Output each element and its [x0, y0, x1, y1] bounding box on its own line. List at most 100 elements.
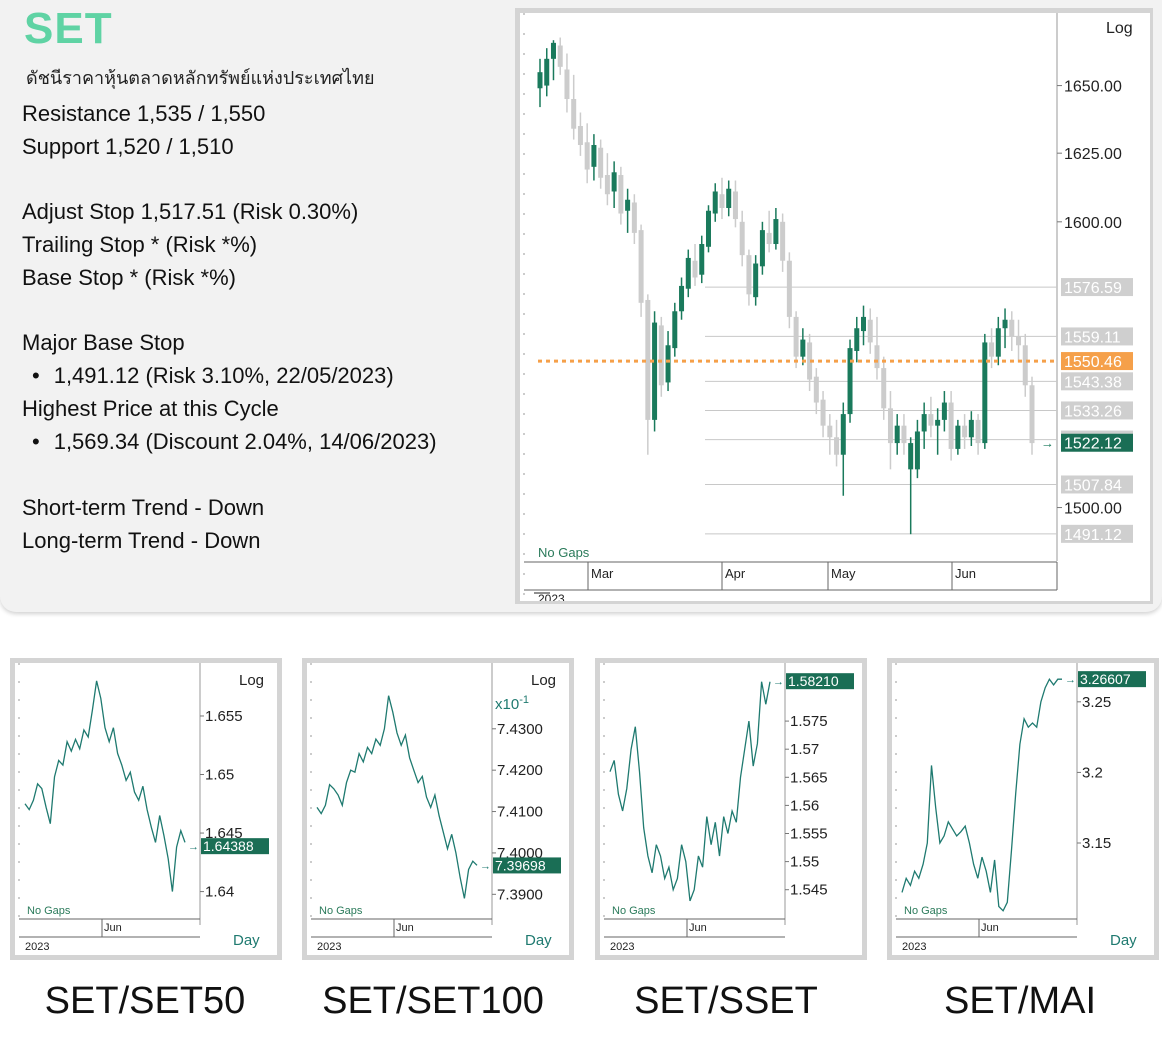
last-value-label: 1.58210: [788, 673, 839, 689]
label-set-mai: SET/MAI: [943, 980, 1097, 1022]
candle-body: [914, 431, 920, 470]
candle-body: [739, 221, 745, 256]
level-label-bg: [1061, 475, 1133, 494]
last-price-label: 1522.12: [1064, 436, 1122, 453]
y-tick-label: 1.645: [205, 825, 243, 842]
mini-chart-frame-sset: 1.575 1.57 1.565 1.56 1.555 1.55 1.545 → 1.58210…: [595, 658, 867, 960]
y-tick-label: 7.4300: [497, 721, 543, 738]
candle-body: [1016, 336, 1022, 346]
candle-body: [1022, 345, 1028, 386]
base-stop-text: Base Stop * (Risk *%): [22, 265, 236, 290]
last-value-arrow: →: [773, 676, 784, 688]
level-label: 1491.12: [1064, 527, 1122, 544]
set-mai-chart: 3.25 3.2 3.15 → 3.26607 No Gaps Jun 2023 Day: [892, 663, 1154, 955]
candle-body: [982, 342, 988, 444]
series-line: [316, 695, 478, 899]
period-label: Day: [233, 932, 260, 949]
y-tick-label: 7.4200: [497, 762, 543, 779]
candle-body: [699, 244, 705, 275]
set-mai-svg: 3.25 3.2 3.15 → 3.26607 No Gaps Jun 2023 Day: [895, 663, 1146, 953]
candle-body: [780, 221, 786, 261]
candle-body: [638, 230, 644, 303]
candle-body: [665, 345, 671, 383]
y-tick-label: 3.2: [1082, 764, 1103, 781]
level-label: 1559.11: [1064, 329, 1121, 346]
month-label: Jun: [955, 566, 976, 581]
set-candlestick-chart: Log 1650.00 1625.00 1600.00 1500.00 1576.59 15…: [520, 13, 1150, 601]
candle-body: [712, 191, 718, 214]
candle-body: [921, 414, 927, 432]
mini-chart-frame-set50: Log 1.655 1.65 1.645 1.64 → 1.64388 No Gaps Jun 2…: [10, 658, 282, 960]
candle-body: [773, 219, 779, 245]
candle-body: [861, 316, 867, 332]
last-value-arrow: →: [188, 841, 199, 853]
candle-body: [537, 72, 543, 89]
candle-body: [820, 399, 826, 426]
candle-body: [847, 348, 853, 415]
scale-label: Log: [1106, 20, 1133, 37]
y-tick-label: 3.15: [1082, 835, 1111, 852]
y-tick-label: 1.565: [790, 769, 828, 786]
y-tick-label: 1.555: [790, 826, 828, 843]
set-set50-chart: Log 1.655 1.65 1.645 1.64 → 1.64388 No Gaps Jun 2…: [15, 663, 277, 955]
candle-body: [955, 425, 961, 449]
mini-chart-frame-set100: Log x10-1 7.4300 7.4200 7.4100 7.4000 7.3900 → 7…: [302, 658, 574, 960]
candle-body: [840, 414, 846, 455]
last-value-arrow: →: [1065, 674, 1076, 686]
candle-body: [672, 311, 678, 349]
candle-body: [719, 194, 725, 209]
last-value-label: 3.26607: [1080, 671, 1131, 687]
no-gaps-label: No Gaps: [538, 545, 590, 560]
candle-body: [948, 402, 954, 449]
level-label: 1507.84: [1064, 477, 1122, 494]
candle-body: [550, 42, 556, 59]
level-label-bg: [1061, 524, 1133, 543]
candle-body: [1002, 319, 1008, 329]
level-label: 1533.26: [1064, 403, 1122, 420]
set-set50-svg: Log 1.655 1.65 1.645 1.64 → 1.64388 No Gaps Jun 2…: [18, 663, 269, 953]
year-label: 2023: [902, 941, 926, 953]
candle-body: [692, 260, 698, 278]
level-label-bg: [1061, 401, 1133, 420]
multiplier-label: x10-1: [495, 694, 529, 713]
stop-level-label-bg: [1061, 352, 1133, 371]
candle-body: [874, 345, 880, 369]
last-value-label-bg: [786, 673, 854, 690]
series-line: [609, 681, 771, 902]
last-value-label: 7.39698: [495, 857, 546, 873]
resistance-text: Resistance 1,535 / 1,550: [22, 101, 266, 126]
candle-body: [652, 322, 658, 420]
highest-price-title: Highest Price at this Cycle: [22, 396, 279, 421]
candle-body: [577, 126, 583, 146]
last-value-label-bg: [201, 838, 269, 855]
scale-label: Log: [531, 672, 556, 689]
candle-body: [834, 437, 840, 455]
no-gaps-label: No Gaps: [27, 905, 71, 917]
y-tick-label: 1.64: [205, 884, 234, 901]
level-label: 1576.59: [1064, 280, 1122, 297]
month-label: Jun: [689, 922, 707, 934]
set-set100-chart: Log x10-1 7.4300 7.4200 7.4100 7.4000 7.3900 → 7…: [307, 663, 569, 955]
candle-body: [544, 58, 550, 86]
candle-body: [962, 425, 968, 438]
month-label: Jun: [104, 922, 122, 934]
label-set-set50: SET/SET50: [44, 980, 246, 1022]
candle-body: [591, 145, 597, 167]
level-label-bg: [1061, 327, 1133, 346]
candle-body: [732, 191, 738, 220]
candle-body: [753, 263, 759, 298]
candle-body: [887, 408, 893, 444]
candle-body: [800, 339, 806, 357]
y-tick-label: 1500.00: [1064, 501, 1122, 518]
candle-body: [571, 99, 577, 129]
y-tick-label: 3.25: [1082, 694, 1111, 711]
level-label-bg: [1061, 372, 1133, 391]
candle-body: [807, 342, 813, 380]
y-tick-label: 1.56: [790, 797, 819, 814]
candle-body: [928, 414, 934, 426]
multiplier-exponent: -1: [519, 694, 529, 706]
no-gaps-label: No Gaps: [612, 905, 656, 917]
trailing-stop-text: Trailing Stop * (Risk *%): [22, 232, 258, 257]
index-subtitle: ดัชนีราคาหุ้นตลาดหลักทรัพย์แห่งประเทศไทย: [26, 68, 375, 88]
candle-body: [618, 175, 624, 214]
